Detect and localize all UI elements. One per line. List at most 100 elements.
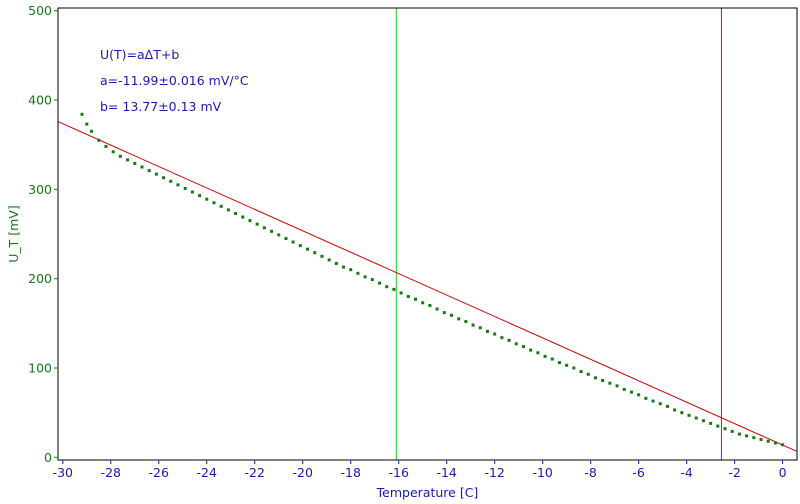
data-point bbox=[593, 376, 597, 380]
data-point bbox=[183, 186, 187, 190]
data-point bbox=[435, 307, 439, 311]
data-point bbox=[658, 402, 662, 406]
data-point bbox=[500, 336, 504, 340]
data-point bbox=[644, 396, 648, 400]
data-point bbox=[385, 285, 389, 289]
data-point bbox=[370, 278, 374, 282]
data-point bbox=[485, 329, 489, 333]
data-point bbox=[97, 138, 101, 142]
y-tick-label: 200 bbox=[28, 271, 52, 286]
data-point bbox=[622, 387, 626, 391]
data-point bbox=[262, 226, 266, 230]
x-tick-label: -12 bbox=[484, 465, 504, 480]
y-tick-label: 100 bbox=[28, 360, 52, 375]
data-point bbox=[464, 320, 468, 324]
data-point bbox=[277, 233, 281, 237]
data-point bbox=[169, 179, 173, 183]
data-point bbox=[586, 372, 590, 376]
plot-frame bbox=[57, 7, 798, 461]
x-tick-label: -28 bbox=[101, 465, 121, 480]
data-point bbox=[234, 211, 238, 215]
data-point bbox=[327, 258, 331, 262]
data-point bbox=[694, 416, 698, 420]
data-point bbox=[629, 390, 633, 394]
data-point bbox=[514, 342, 518, 346]
data-point bbox=[80, 112, 84, 116]
data-point bbox=[349, 268, 353, 272]
y-tick-label: 0 bbox=[44, 450, 52, 465]
data-point bbox=[680, 411, 684, 415]
data-point bbox=[140, 165, 144, 169]
data-point bbox=[414, 297, 418, 301]
fit-equation: U(T)=aΔT+b bbox=[100, 47, 179, 62]
data-point bbox=[306, 247, 310, 251]
data-point bbox=[392, 287, 396, 291]
data-point bbox=[378, 281, 382, 285]
data-point bbox=[601, 378, 605, 382]
y-axis-ticks: 0 100 200 300 400 500 bbox=[28, 3, 58, 465]
data-point bbox=[449, 313, 453, 317]
x-tick-label: -2 bbox=[728, 465, 740, 480]
data-point bbox=[651, 399, 655, 403]
data-point bbox=[241, 215, 245, 219]
x-tick-label: -18 bbox=[341, 465, 361, 480]
data-point bbox=[673, 408, 677, 412]
data-point bbox=[665, 404, 669, 408]
data-point bbox=[356, 271, 360, 275]
data-point bbox=[507, 338, 511, 342]
data-point bbox=[219, 204, 223, 208]
x-tick-label: 0 bbox=[779, 465, 787, 480]
x-axis-title: Temperature [C] bbox=[376, 485, 479, 500]
data-point bbox=[615, 384, 619, 388]
data-point bbox=[205, 197, 209, 201]
fit-intercept: b= 13.77±0.13 mV bbox=[100, 99, 222, 114]
data-point bbox=[270, 229, 274, 233]
data-point bbox=[198, 194, 202, 198]
data-point bbox=[565, 363, 569, 367]
data-point bbox=[399, 291, 403, 295]
data-point bbox=[608, 381, 612, 385]
data-point bbox=[723, 427, 727, 431]
data-point bbox=[759, 437, 763, 441]
data-point bbox=[572, 366, 576, 370]
data-point bbox=[342, 265, 346, 269]
x-tick-label: -8 bbox=[584, 465, 597, 480]
y-axis-title: U_T [mV] bbox=[6, 205, 21, 263]
data-point bbox=[85, 122, 89, 126]
data-point bbox=[118, 154, 122, 158]
data-point bbox=[687, 413, 691, 417]
data-point bbox=[730, 429, 734, 433]
data-point bbox=[428, 303, 432, 307]
data-point bbox=[248, 219, 252, 223]
data-point bbox=[133, 161, 137, 165]
fit-line bbox=[57, 121, 798, 452]
x-tick-label: -10 bbox=[532, 465, 552, 480]
data-point bbox=[766, 439, 770, 443]
x-tick-label: -26 bbox=[149, 465, 169, 480]
cursor-lines bbox=[395, 8, 722, 460]
y-tick-label: 300 bbox=[28, 182, 52, 197]
data-point bbox=[421, 301, 425, 305]
data-point bbox=[701, 419, 705, 423]
data-point bbox=[334, 261, 338, 265]
data-point bbox=[90, 129, 94, 133]
data-point bbox=[493, 332, 497, 336]
fit-slope: a=-11.99±0.016 mV/°C bbox=[100, 73, 249, 88]
data-point bbox=[781, 443, 785, 447]
data-point bbox=[773, 441, 777, 445]
data-point bbox=[226, 208, 230, 212]
data-point bbox=[716, 424, 720, 428]
data-point bbox=[752, 436, 756, 440]
data-point bbox=[176, 183, 180, 187]
data-point bbox=[104, 144, 108, 148]
data-point bbox=[313, 251, 317, 255]
data-point bbox=[529, 348, 533, 352]
data-point bbox=[298, 244, 302, 248]
data-point bbox=[190, 190, 194, 194]
data-point bbox=[579, 370, 583, 374]
data-point bbox=[212, 201, 216, 205]
data-point bbox=[637, 393, 641, 397]
data-point bbox=[111, 150, 115, 154]
x-axis-ticks: -30 -28 -26 -24 -22 -20 -18 -16 -14 -12 -10 -8 -6 -4-… bbox=[53, 460, 787, 480]
